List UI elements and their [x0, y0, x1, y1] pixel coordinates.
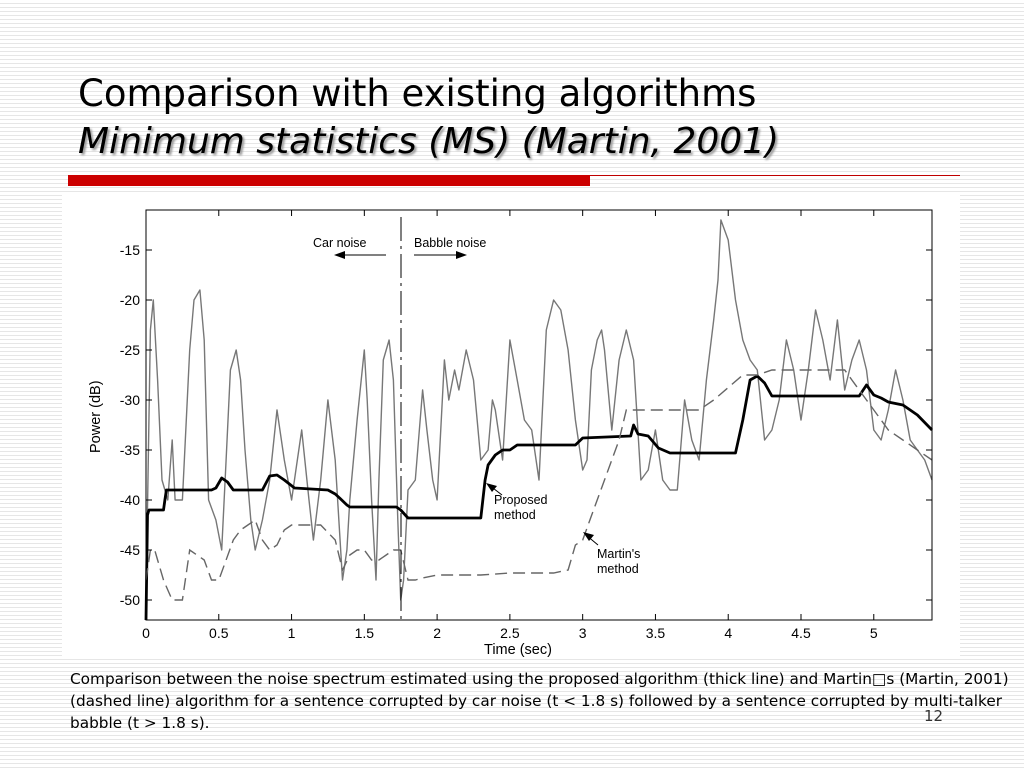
- martin-method-arrowhead: [583, 532, 594, 541]
- title-accent-bar: [68, 175, 590, 186]
- x-tick-label: 1: [288, 625, 296, 641]
- proposed-method-label-line2: method: [494, 508, 536, 522]
- y-tick-label: -35: [120, 442, 140, 458]
- proposed-method-label-line1: Proposed: [494, 493, 548, 507]
- babble-noise-label: Babble noise: [414, 236, 486, 250]
- car-noise-label: Car noise: [313, 236, 367, 250]
- x-tick-label: 2: [433, 625, 441, 641]
- series-dashed-line: [145, 369, 933, 601]
- y-tick-label: -25: [120, 342, 140, 358]
- chart-figure: 0 0.5 1 1.5 2 2.5 3 3.5 4 4.5 5 -50 -45 -40 -35 -30 -25 -…: [62, 195, 960, 657]
- title-divider-line: [590, 175, 960, 176]
- y-tick-label: -20: [120, 292, 140, 308]
- x-tick-label: 5: [870, 625, 878, 641]
- martin-method-label-line1: Martin's: [597, 547, 640, 561]
- proposed-method-arrowhead: [486, 483, 497, 492]
- x-tick-label: 0: [142, 625, 150, 641]
- x-tick-label: 3.5: [646, 625, 666, 641]
- slide-subtitle: Minimum statistics (MS) (Martin, 2001): [78, 121, 780, 162]
- plot-frame: [145, 209, 933, 621]
- y-tick-label: -40: [120, 492, 140, 508]
- y-tick-label: -50: [120, 592, 140, 608]
- x-tick-label: 4.5: [791, 625, 811, 641]
- figure-caption: Comparison between the noise spectrum es…: [70, 670, 1009, 732]
- series-thick-line: [144, 374, 934, 621]
- y-tick-label: -45: [120, 542, 140, 558]
- x-axis-label: Time (sec): [484, 642, 552, 657]
- martin-method-label-line2: method: [597, 562, 639, 576]
- power-time-chart: 0 0.5 1 1.5 2 2.5 3 3.5 4 4.5 5 -50 -45 -40 -35 -30 -25 -…: [88, 209, 934, 657]
- y-tick-label: -15: [120, 242, 140, 258]
- y-tick-label: -30: [120, 392, 140, 408]
- series-thin-line: [145, 219, 933, 601]
- y-axis-label: Power (dB): [88, 380, 104, 453]
- x-tick-label: 3: [579, 625, 587, 641]
- car-noise-arrowhead: [334, 251, 345, 259]
- page-number: 12: [924, 707, 944, 725]
- x-tick-label: 1.5: [355, 625, 375, 641]
- babble-noise-arrowhead: [456, 251, 467, 259]
- x-tick-label: 4: [724, 625, 732, 641]
- slide-title: Comparison with existing algorithms: [78, 72, 757, 115]
- x-tick-label: 0.5: [209, 625, 229, 641]
- x-tick-label: 2.5: [500, 625, 520, 641]
